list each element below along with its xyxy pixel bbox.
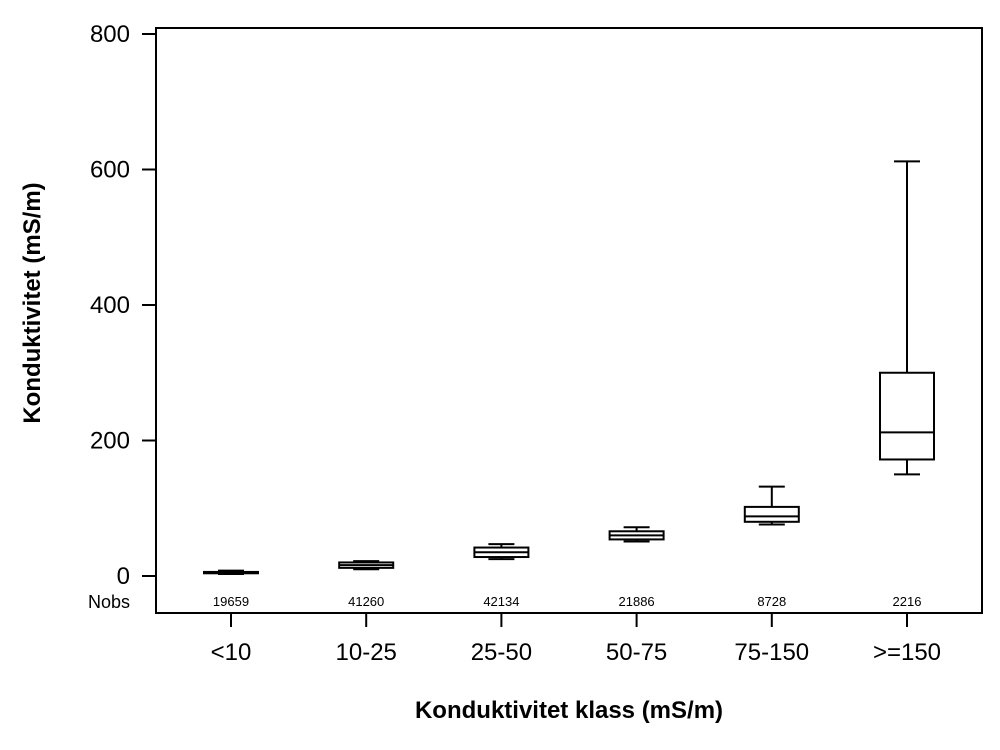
nobs-value: 21886 [619,594,655,609]
y-axis-title: Konduktivitet (mS/m) [19,182,46,423]
y-tick-label: 800 [90,21,130,48]
box-iqr [743,505,800,523]
y-tick-label: 400 [90,292,130,319]
x-axis: <10 10-25 25-50 50-75 75-150 >=150 [211,613,941,666]
nobs-value: 19659 [213,594,249,609]
box-series [203,160,935,575]
y-axis: 0 200 400 600 800 [90,21,156,590]
nobs-label: Nobs [88,592,130,612]
nobs-value: 42134 [483,594,519,609]
x-axis-title: Konduktivitet klass (mS/m) [415,697,723,724]
x-tick-label: >=150 [873,639,941,666]
nobs-value: 8728 [757,594,786,609]
plot-frame [155,27,983,614]
x-tick-label: 10-25 [336,639,397,666]
box-2 [338,560,395,571]
nobs-value: 2216 [893,594,922,609]
x-tick-label: 75-150 [734,639,809,666]
y-tick-label: 200 [90,428,130,455]
nobs-row: Nobs 19659 41260 42134 21886 8728 2216 [88,592,921,612]
box-4 [608,526,665,543]
box-5 [743,485,800,526]
box-6 [879,160,935,476]
box-1 [203,569,259,575]
box-iqr [879,371,935,461]
box-3 [473,543,530,561]
x-tick-label: 50-75 [606,639,667,666]
y-tick-label: 0 [117,563,130,590]
x-tick-label: 25-50 [471,639,532,666]
x-tick-label: <10 [211,639,252,666]
nobs-value: 41260 [348,594,384,609]
y-tick-label: 600 [90,157,130,184]
